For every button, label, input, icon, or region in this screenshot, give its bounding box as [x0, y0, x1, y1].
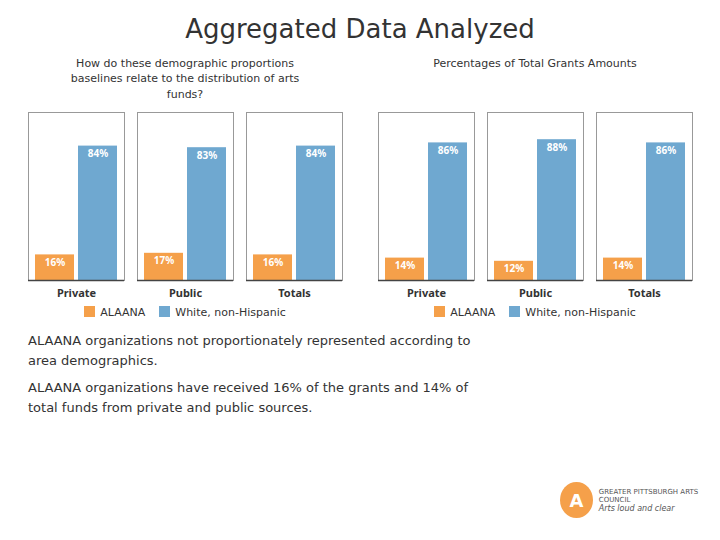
svg-text:86%: 86%: [438, 143, 458, 157]
html-text:ALAANA organizations have rece: ALAANA organizations have received 16% o…: [28, 380, 469, 415]
svg-text:Totals: Totals: [628, 285, 661, 300]
html-text:ALAANA: ALAANA: [100, 306, 146, 319]
html-text:GREATER PITTSBURGH ARTS COUNCI: GREATER PITTSBURGH ARTS COUNCIL: [598, 487, 699, 504]
svg-text:Totals: Totals: [278, 285, 311, 300]
svg-text:88%: 88%: [547, 140, 567, 154]
svg-text:Public: Public: [169, 285, 202, 300]
html-text:How do these demographic propo: How do these demographic proportions bas…: [70, 57, 300, 101]
svg-text:Public: Public: [519, 285, 552, 300]
html-text:ALAANA: ALAANA: [450, 306, 496, 319]
svg-text:86%: 86%: [656, 143, 676, 157]
svg-text:14%: 14%: [395, 258, 415, 272]
svg-text:84%: 84%: [88, 146, 108, 160]
svg-text:16%: 16%: [45, 255, 65, 269]
svg-text:84%: 84%: [306, 146, 326, 160]
svg-text:83%: 83%: [197, 148, 217, 162]
html-text:Aggregated Data Analyzed: Aggregated Data Analyzed: [185, 14, 535, 44]
svg-text:Private: Private: [407, 285, 447, 300]
svg-text:12%: 12%: [504, 261, 524, 275]
html-text:Arts loud and clear: Arts loud and clear: [598, 503, 675, 513]
html-text:ALAANA organizations not propo: ALAANA organizations not proportionately…: [28, 333, 471, 368]
html-text:A: A: [569, 489, 584, 511]
html-text:White, non-Hispanic: White, non-Hispanic: [525, 306, 636, 319]
svg-text:16%: 16%: [263, 255, 283, 269]
svg-text:Private: Private: [57, 285, 97, 300]
html-text:Percentages of Total Grants Am: Percentages of Total Grants Amounts: [433, 57, 637, 70]
html-text:White, non-Hispanic: White, non-Hispanic: [175, 306, 286, 319]
svg-text:14%: 14%: [613, 258, 633, 272]
svg-text:17%: 17%: [154, 253, 174, 267]
